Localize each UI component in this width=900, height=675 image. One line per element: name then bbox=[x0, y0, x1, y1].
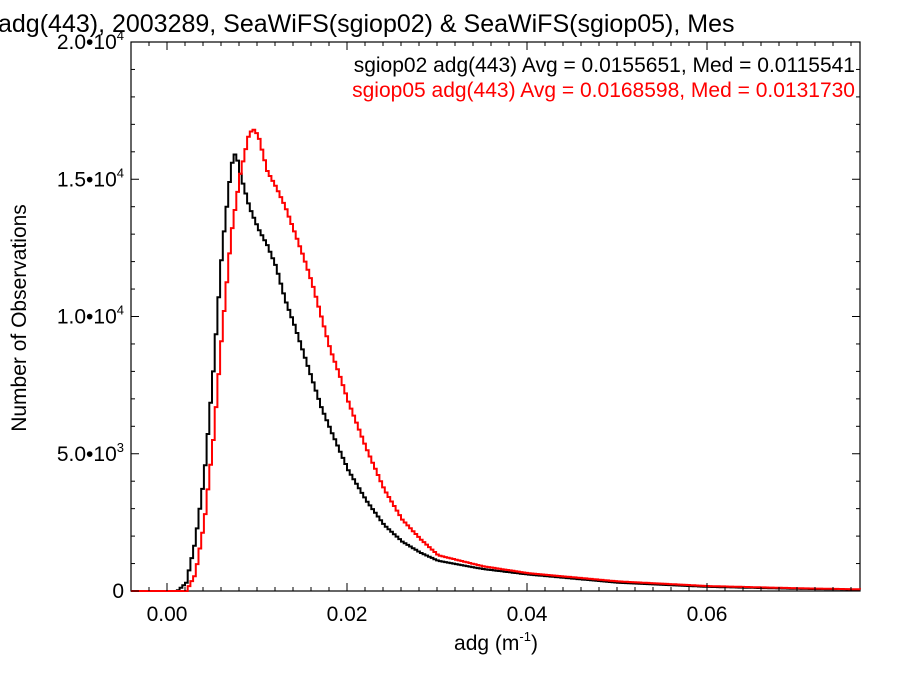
y-tick-label: 1.5•104 bbox=[57, 165, 124, 191]
x-axis-title-suffix: ) bbox=[531, 632, 538, 655]
legend-entry-sgiop05: sgiop05 adg(443) Avg = 0.0168598, Med = … bbox=[352, 79, 855, 102]
y-tick-label: 2.0•104 bbox=[57, 28, 124, 54]
series-layer bbox=[131, 128, 861, 592]
legend-entry-sgiop02: sgiop02 adg(443) Avg = 0.0155651, Med = … bbox=[354, 54, 855, 77]
x-tick-label: 0.00 bbox=[147, 603, 188, 626]
x-tick-label: 0.06 bbox=[687, 603, 728, 626]
series-line-sgiop02 bbox=[131, 153, 860, 592]
plot-frame bbox=[130, 41, 861, 592]
x-axis-ticks: 0.00 0.02 0.04 0.06 bbox=[147, 42, 852, 626]
y-tick-label: 0 bbox=[112, 580, 124, 603]
y-axis-ticks: 0 5.0•103 1.0•104 1.5•104 2.0•104 bbox=[57, 28, 860, 603]
x-tick-label: 0.04 bbox=[507, 603, 548, 626]
x-axis-title: adg (m-1) bbox=[454, 629, 538, 655]
x-axis-title-exponent: -1 bbox=[519, 629, 531, 644]
chart-title: adg(443), 2003289, SeaWiFS(sgiop02) & Se… bbox=[0, 10, 734, 38]
series-line-sgiop05 bbox=[131, 128, 861, 592]
x-tick-label: 0.02 bbox=[327, 603, 368, 626]
y-tick-label: 5.0•103 bbox=[57, 440, 124, 466]
y-tick-label: 1.0•104 bbox=[57, 303, 124, 329]
plot-area bbox=[130, 41, 861, 592]
y-axis-title: Number of Observations bbox=[8, 204, 31, 432]
x-axis-title-text: adg (m bbox=[454, 632, 519, 655]
